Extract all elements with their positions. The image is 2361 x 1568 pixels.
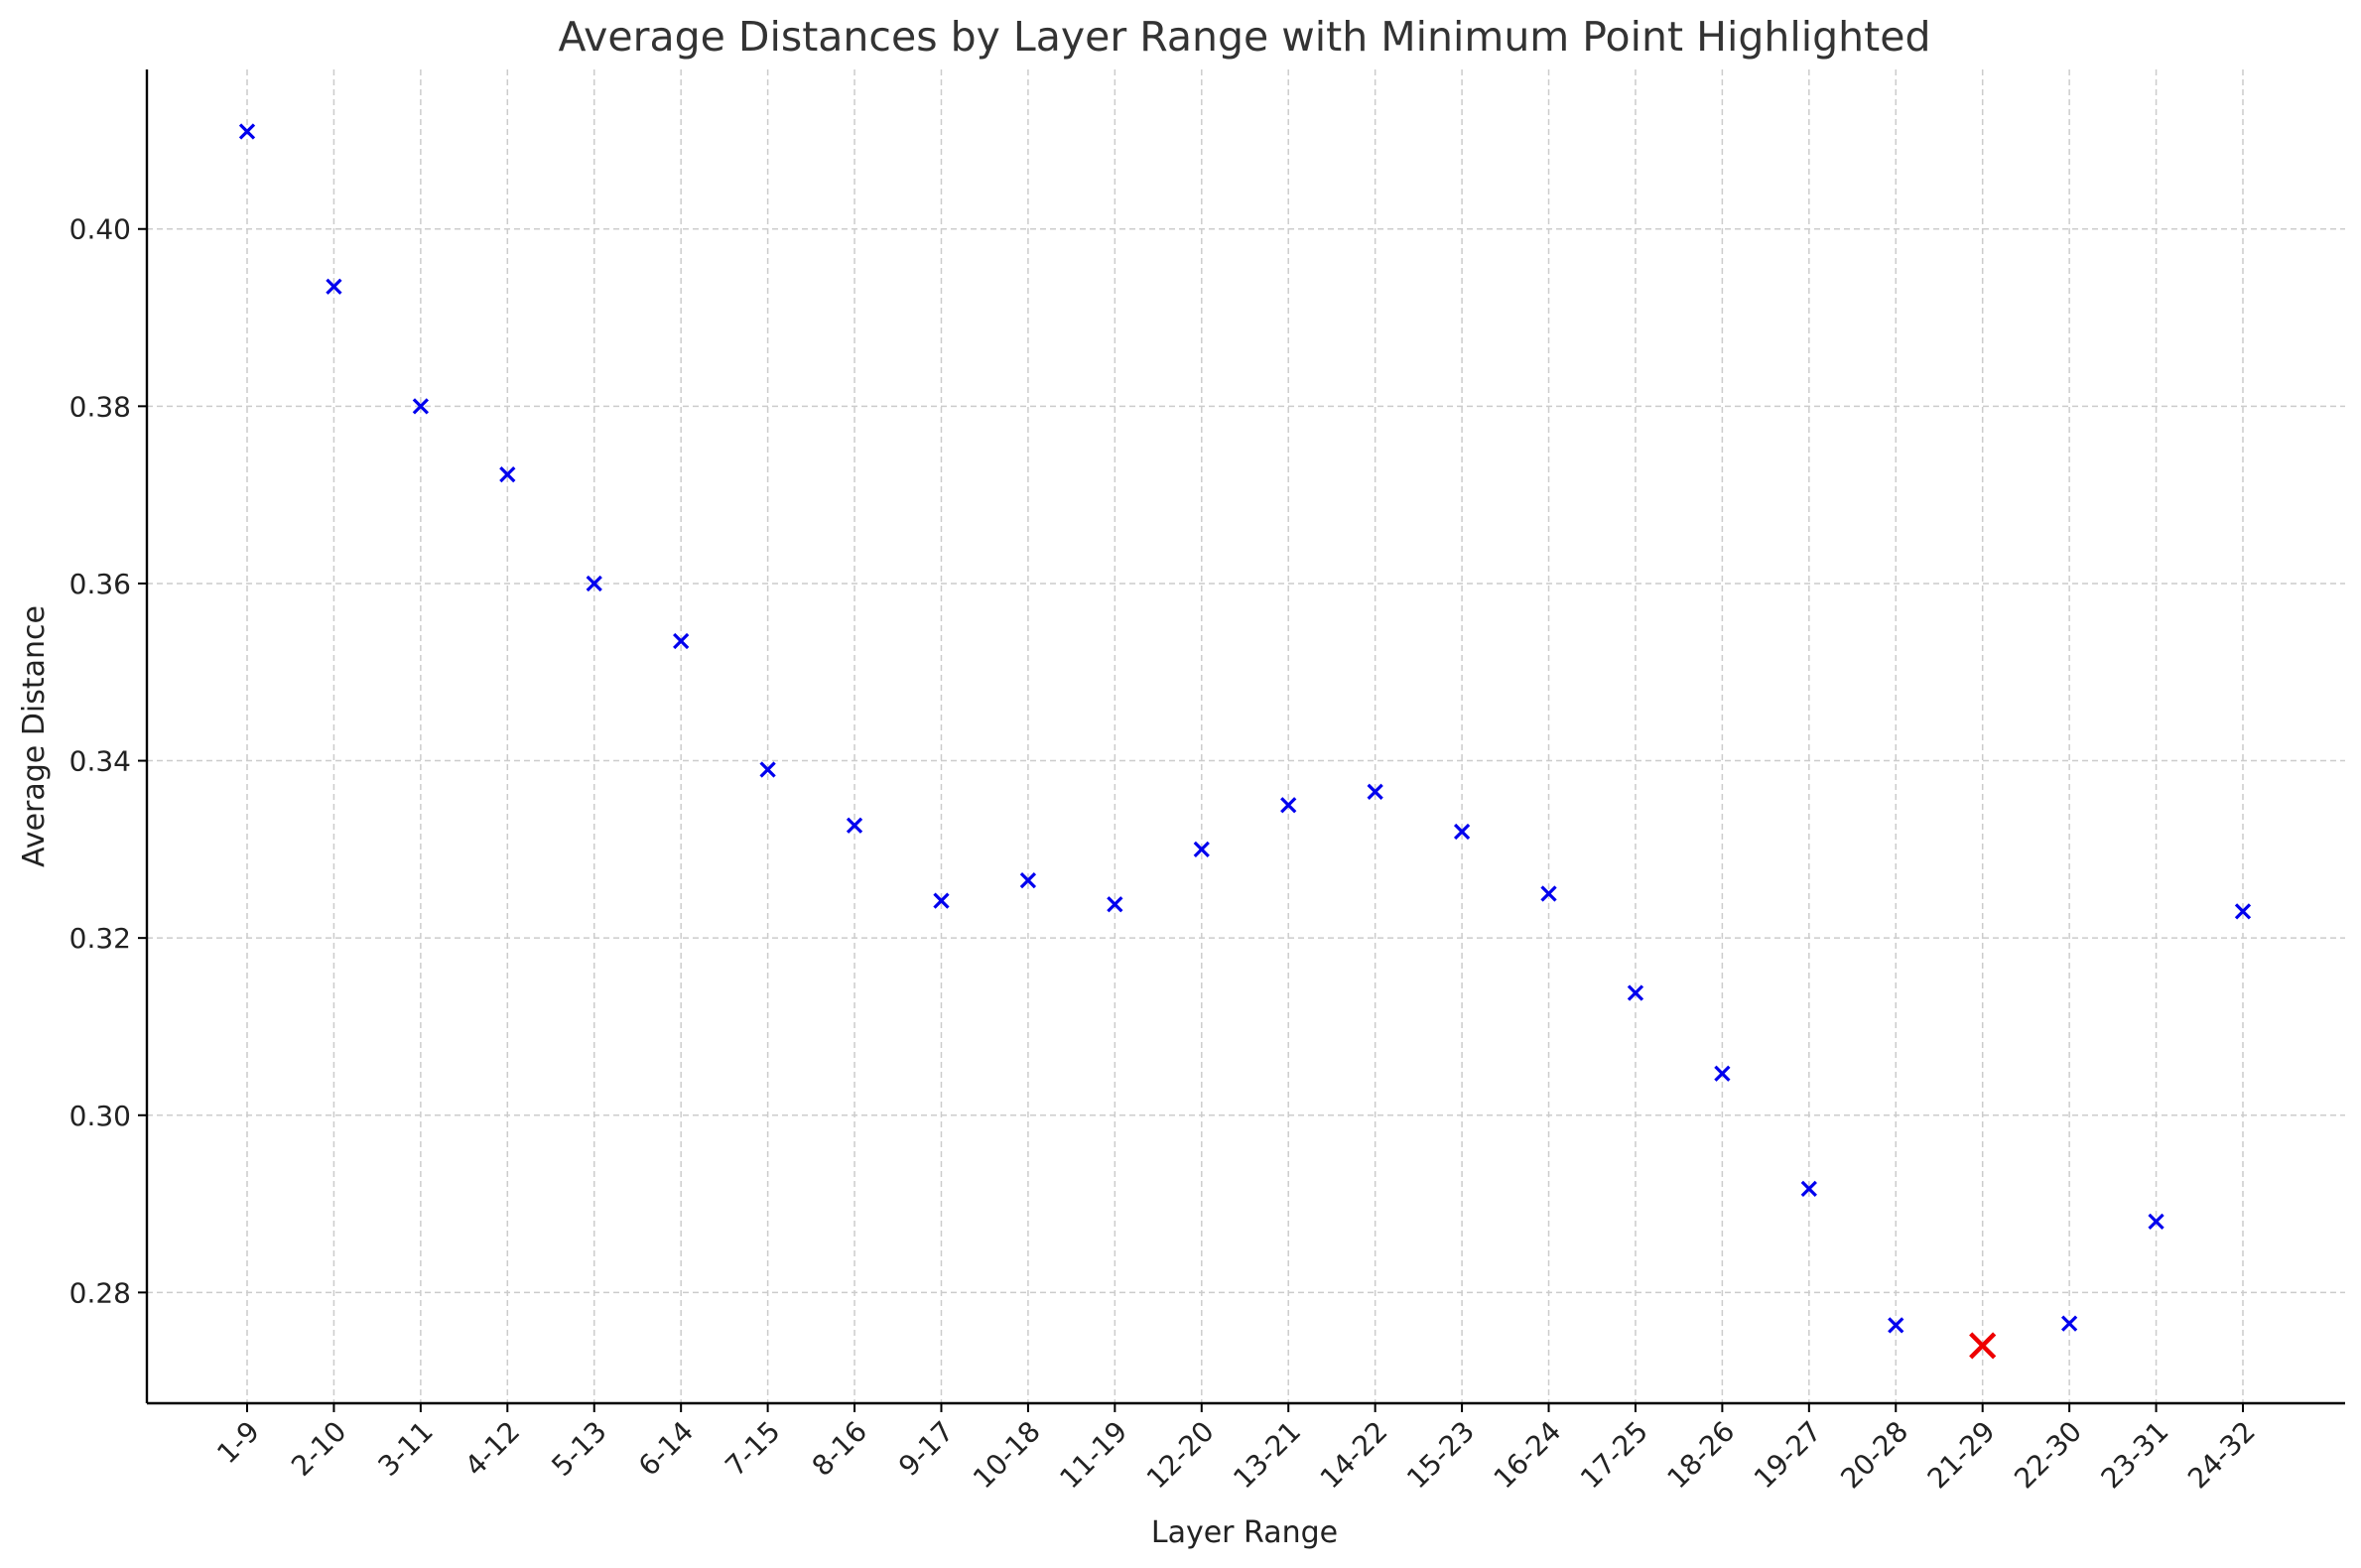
- x-tick-label: 3-11: [372, 1415, 440, 1483]
- x-tick-label: 6-14: [632, 1415, 700, 1483]
- x-tick-label: 24-32: [2181, 1415, 2262, 1496]
- x-axis-ticks: 1-9 2-10 3-11 4-12 5-13 6-14 7-15 8-16 9-17 10-18…: [210, 1403, 2262, 1495]
- grid-lines: [147, 69, 2345, 1403]
- x-tick-label: 19-27: [1748, 1415, 1828, 1496]
- data-point-marker: [1019, 871, 1037, 889]
- x-tick-label: 22-30: [2008, 1415, 2088, 1496]
- x-tick-label: 4-12: [459, 1415, 526, 1483]
- minimum-point-marker: [1969, 1332, 1997, 1360]
- data-point-marker: [846, 817, 863, 834]
- y-axis-label: Average Distance: [17, 605, 52, 867]
- data-point-marker: [412, 398, 430, 415]
- chart-title: Average Distances by Layer Range with Mi…: [559, 13, 1931, 61]
- data-points: [238, 123, 2252, 1360]
- x-tick-label: 11-19: [1053, 1415, 1133, 1496]
- data-point-marker: [1280, 797, 1297, 814]
- y-tick-label: 0.38: [69, 390, 131, 423]
- x-tick-label: 20-28: [1834, 1415, 1914, 1496]
- data-point-marker: [933, 892, 950, 909]
- data-point-marker: [1888, 1317, 1904, 1334]
- x-tick-label: 23-31: [2095, 1415, 2175, 1496]
- x-tick-label: 5-13: [545, 1415, 612, 1483]
- x-tick-label: 18-26: [1660, 1415, 1741, 1496]
- y-tick-label: 0.36: [69, 568, 131, 600]
- x-tick-label: 16-24: [1488, 1415, 1568, 1496]
- x-tick-label: 9-17: [892, 1415, 960, 1483]
- data-point-marker: [1627, 984, 1644, 1001]
- x-tick-label: 8-16: [806, 1415, 873, 1483]
- data-point-marker: [1107, 896, 1123, 913]
- x-axis-label: Layer Range: [1151, 1515, 1338, 1550]
- data-point-marker: [1367, 783, 1383, 800]
- y-tick-label: 0.28: [69, 1276, 131, 1309]
- data-point-marker: [1800, 1180, 1817, 1198]
- data-point-marker: [1540, 885, 1557, 902]
- x-tick-label: 12-20: [1140, 1415, 1221, 1496]
- x-tick-label: 21-29: [1921, 1415, 2002, 1496]
- data-point-marker: [238, 123, 256, 140]
- x-tick-label: 13-21: [1227, 1415, 1307, 1496]
- data-point-marker: [759, 761, 776, 778]
- x-tick-label: 14-22: [1314, 1415, 1394, 1496]
- x-tick-label: 17-25: [1574, 1415, 1654, 1496]
- x-tick-label: 7-15: [719, 1415, 786, 1483]
- y-tick-label: 0.30: [69, 1100, 131, 1132]
- data-point-marker: [2148, 1213, 2164, 1231]
- y-tick-label: 0.32: [69, 922, 131, 955]
- data-point-marker: [1193, 841, 1210, 857]
- x-tick-label: 10-18: [967, 1415, 1047, 1496]
- data-point-marker: [2060, 1315, 2078, 1332]
- data-point-marker: [326, 278, 342, 295]
- y-tick-label: 0.40: [69, 213, 131, 246]
- y-axis-ticks: 0.28 0.30 0.32 0.34 0.36 0.38 0.40: [69, 213, 147, 1309]
- data-point-marker: [2234, 903, 2252, 920]
- y-tick-label: 0.34: [69, 745, 131, 778]
- x-tick-label: 2-10: [285, 1415, 352, 1483]
- data-point-marker: [499, 465, 516, 483]
- data-point-marker: [673, 632, 690, 650]
- data-point-marker: [1714, 1065, 1731, 1082]
- data-point-marker: [586, 575, 602, 592]
- x-tick-label: 15-23: [1400, 1415, 1481, 1496]
- data-point-marker: [1453, 823, 1471, 841]
- x-tick-label: 1-9: [210, 1415, 266, 1471]
